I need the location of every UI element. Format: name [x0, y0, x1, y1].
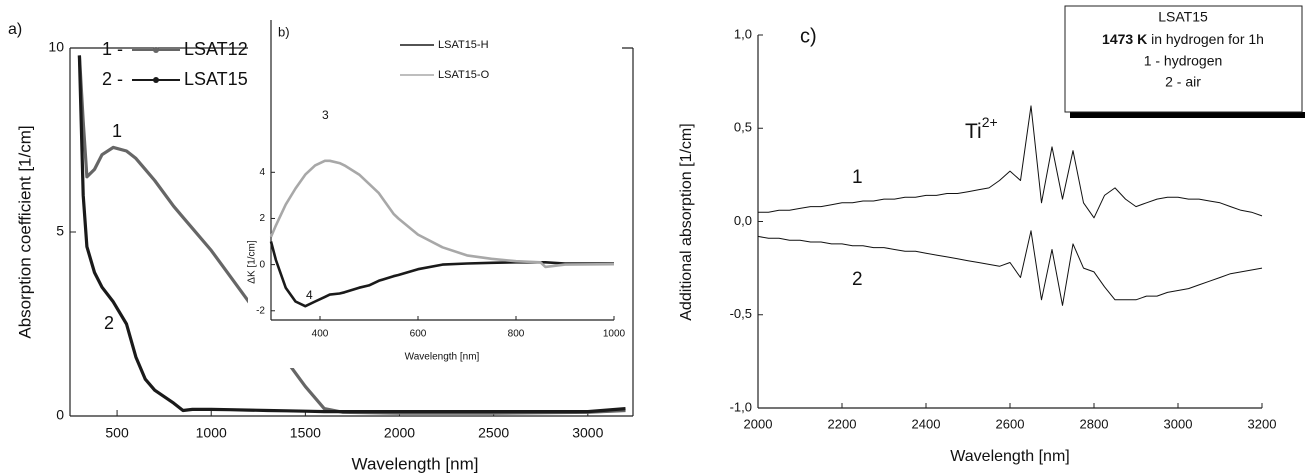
legend-label: LSAT15: [184, 69, 248, 89]
y-tick-label: -2: [256, 305, 265, 316]
ion-annotation: Ti2+: [965, 114, 998, 143]
x-tick-label: 400: [312, 329, 329, 340]
legend-label: LSAT15-O: [438, 69, 490, 81]
info-box-line: 1 - hydrogen: [1144, 53, 1223, 69]
condition-value: 1473 K: [1102, 31, 1147, 47]
info-box-shadow: [1070, 112, 1305, 118]
y-axis-label: Additional absorption [1/cm]: [678, 123, 695, 320]
x-tick-label: 600: [410, 329, 427, 340]
series-line: [77, 55, 626, 414]
x-tick-label: 2400: [912, 416, 941, 431]
y-tick-label: 0,5: [734, 120, 752, 135]
legend-prefix: 2 -: [102, 69, 123, 89]
x-tick-label: 2500: [478, 425, 509, 441]
x-tick-label: 2200: [828, 416, 857, 431]
panel-label: a): [8, 21, 22, 38]
curve-annotation: 2: [852, 269, 863, 290]
series-line: [758, 105, 1263, 219]
x-tick-label: 2000: [744, 416, 773, 431]
panel-label: c): [800, 25, 817, 47]
info-box-title: LSAT15: [1158, 9, 1208, 25]
series-line: [757, 230, 1263, 306]
y-tick-label: 2: [259, 213, 265, 224]
legend-prefix: 1 -: [102, 39, 123, 59]
y-tick-label: 0: [56, 407, 64, 423]
x-tick-label: 1000: [603, 329, 626, 340]
legend-marker: [153, 47, 159, 53]
x-tick-label: 1500: [290, 425, 321, 441]
y-tick-label: -1,0: [730, 399, 752, 414]
y-tick-label: 4: [259, 167, 265, 178]
chart-0: 500 1000 1500 2000 2500 30000510a)Wavelength …: [8, 21, 634, 473]
curve-annotation: 1: [852, 167, 863, 188]
y-axis-label: Absorption coefficient [1/cm]: [15, 125, 34, 338]
x-axis-label: Wavelength [nm]: [950, 448, 1069, 465]
curve-annotation: 1: [112, 121, 122, 141]
x-tick-label: 500: [105, 425, 129, 441]
info-box-line: 2 - air: [1165, 74, 1201, 90]
series-line: [269, 159, 615, 269]
legend-label: LSAT12: [184, 39, 248, 59]
x-tick-label: 1000: [196, 425, 227, 441]
y-tick-label: -0,5: [730, 306, 752, 321]
x-axis-label: Wavelength [nm]: [405, 352, 480, 363]
y-tick-label: 1,0: [734, 26, 752, 41]
y-tick-label: 0: [259, 259, 265, 270]
condition-text: in hydrogen for 1h: [1151, 31, 1264, 47]
x-tick-label: 3200: [1248, 416, 1277, 431]
x-tick-label: 3000: [572, 425, 603, 441]
curve-annotation: 2: [104, 313, 114, 333]
y-axis-label: ΔK [1/cm]: [247, 240, 258, 284]
x-tick-label: 3000: [1164, 416, 1193, 431]
ion-symbol: Ti: [965, 120, 982, 143]
info-box: [1064, 5, 1303, 113]
x-tick-label: 2800: [1080, 416, 1109, 431]
y-tick-label: 5: [56, 223, 64, 239]
legend-marker: [153, 77, 159, 83]
x-tick-label: 800: [508, 329, 525, 340]
curve-annotation: 3: [322, 108, 329, 122]
y-tick-label: 10: [48, 39, 64, 55]
chart-2: 2000 2200 2400 2600 2800 3000 3200 -1,0 -0,5 0,0 0…: [678, 5, 1305, 465]
x-axis-label: Wavelength [nm]: [352, 454, 479, 473]
legend-label: LSAT15-H: [438, 39, 489, 51]
chart-1: 400 600 800 1000 -2 0 2 4 b) Wavelength [nm] ΔK [1…: [247, 12, 626, 368]
x-tick-label: 2000: [384, 425, 415, 441]
curve-annotation: 4: [306, 288, 313, 302]
y-tick-label: 0,0: [734, 213, 752, 228]
info-box-condition: 1473 K in hydrogen for 1h: [1102, 31, 1264, 47]
ion-charge: 2+: [982, 114, 998, 130]
panel-label: b): [278, 24, 290, 39]
x-tick-label: 2600: [996, 416, 1025, 431]
inset-background: [248, 12, 622, 368]
